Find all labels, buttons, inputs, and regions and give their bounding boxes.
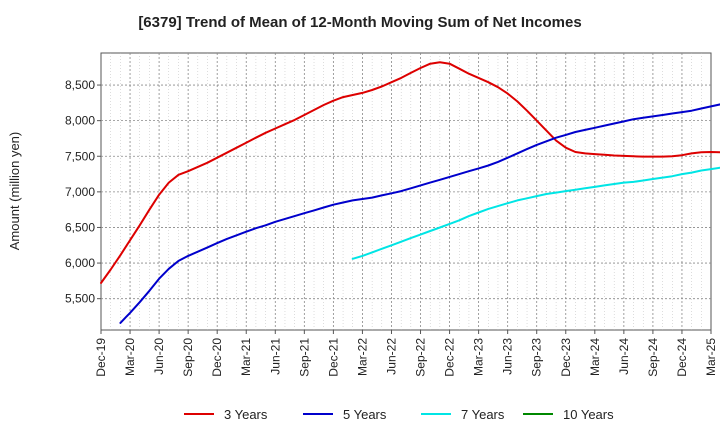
x-tick-label: Dec-22 xyxy=(443,338,457,377)
x-tick-label: Sep-24 xyxy=(646,338,660,377)
y-tick-label: 5,500 xyxy=(65,292,95,306)
x-tick-label: Sep-20 xyxy=(181,338,195,377)
y-tick-label: 7,500 xyxy=(65,149,95,163)
x-tick-label: Jun-22 xyxy=(384,338,398,375)
legend-label-7-years: 7 Years xyxy=(461,407,505,422)
x-tick-label: Jun-23 xyxy=(501,338,515,375)
legend-label-5-years: 5 Years xyxy=(343,407,387,422)
chart-title: [6379] Trend of Mean of 12-Month Moving … xyxy=(138,14,582,31)
x-tick-label: Mar-22 xyxy=(355,338,369,376)
x-tick-label: Sep-22 xyxy=(414,338,428,377)
grid-lines xyxy=(101,53,711,330)
y-tick-label: 8,000 xyxy=(65,114,95,128)
x-tick-label: Mar-25 xyxy=(704,338,718,376)
x-tick-label: Dec-23 xyxy=(559,338,573,377)
x-tick-label: Sep-21 xyxy=(297,338,311,377)
x-tick-label: Mar-23 xyxy=(472,338,486,376)
legend-label-10-years: 10 Years xyxy=(563,407,614,422)
x-tick-label: Mar-21 xyxy=(239,338,253,376)
x-tick-label: Dec-24 xyxy=(675,338,689,377)
legend-label-3-years: 3 Years xyxy=(224,407,268,422)
x-tick-label: Mar-20 xyxy=(123,338,137,376)
y-tick-label: 7,000 xyxy=(65,185,95,199)
x-tick-label: Sep-23 xyxy=(530,338,544,377)
x-tick-label: Dec-20 xyxy=(210,338,224,377)
x-tick-label: Mar-24 xyxy=(588,338,602,376)
x-tick-label: Jun-24 xyxy=(617,338,631,375)
series-line-7-years xyxy=(351,166,720,260)
series-line-3-years xyxy=(100,61,720,284)
y-axis-title: Amount (million yen) xyxy=(7,132,22,251)
x-tick-label: Dec-21 xyxy=(326,338,340,377)
x-tick-label: Jun-20 xyxy=(152,338,166,375)
series-lines xyxy=(100,61,720,324)
y-tick-label: 8,500 xyxy=(65,78,95,92)
y-tick-label: 6,000 xyxy=(65,256,95,270)
x-tick-label: Jun-21 xyxy=(268,338,282,375)
x-tick-label: Dec-19 xyxy=(94,338,108,377)
series-line-5-years xyxy=(119,103,720,324)
legend: 3 Years 5 Years 7 Years 10 Years xyxy=(184,407,614,422)
y-tick-label: 6,500 xyxy=(65,220,95,234)
x-axis-ticks: Dec-19 Mar-20 Jun-20 Sep-20 Dec-20 Mar-21 Jun-… xyxy=(94,330,718,377)
y-axis-ticks: 5,500 6,000 6,500 7,000 7,500 8,000 8,500 xyxy=(65,78,101,306)
